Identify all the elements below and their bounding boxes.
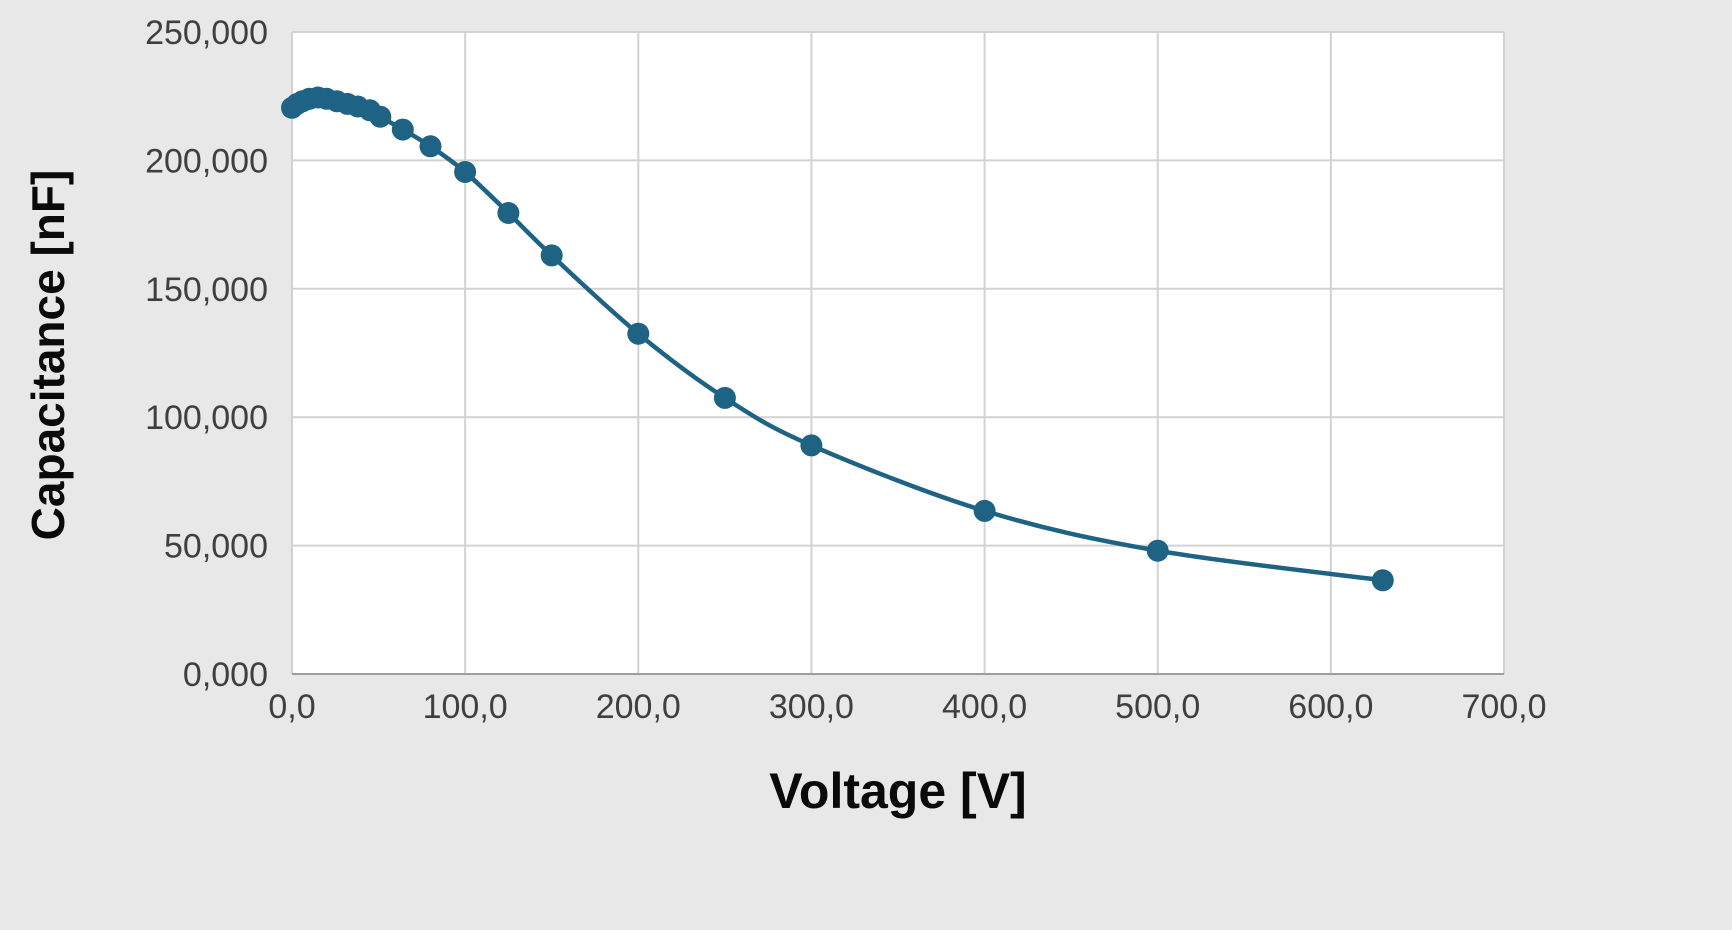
data-point-marker — [1146, 539, 1169, 562]
y-tick-label: 250,000 — [145, 14, 268, 52]
y-axis-title: Capacitance [nF] — [22, 169, 74, 541]
data-point-marker — [713, 386, 736, 409]
y-tick-label: 150,000 — [145, 271, 268, 309]
x-tick-label: 400,0 — [942, 688, 1027, 726]
x-tick-label: 0,0 — [268, 688, 315, 726]
data-point-marker — [419, 135, 442, 158]
y-tick-label: 100,000 — [145, 399, 268, 437]
plot-background — [292, 32, 1504, 674]
x-tick-label: 200,0 — [596, 688, 681, 726]
y-tick-label: 200,000 — [145, 142, 268, 180]
x-axis-title: Voltage [V] — [769, 763, 1027, 819]
y-tick-label: 50,000 — [164, 528, 268, 566]
data-point-marker — [800, 434, 823, 457]
data-point-marker — [973, 499, 996, 522]
data-point-marker — [497, 202, 520, 224]
x-tick-label: 700,0 — [1461, 688, 1546, 726]
data-point-marker — [1371, 569, 1394, 592]
x-tick-label: 600,0 — [1288, 688, 1373, 726]
x-tick-label: 300,0 — [769, 688, 854, 726]
data-point-marker — [454, 161, 477, 183]
x-tick-label: 500,0 — [1115, 688, 1200, 726]
y-tick-label: 0,000 — [183, 656, 268, 694]
data-point-marker — [369, 105, 392, 128]
data-point-marker — [627, 322, 650, 345]
data-point-marker — [540, 244, 563, 267]
data-point-marker — [391, 118, 414, 141]
x-tick-label: 100,0 — [423, 688, 508, 726]
